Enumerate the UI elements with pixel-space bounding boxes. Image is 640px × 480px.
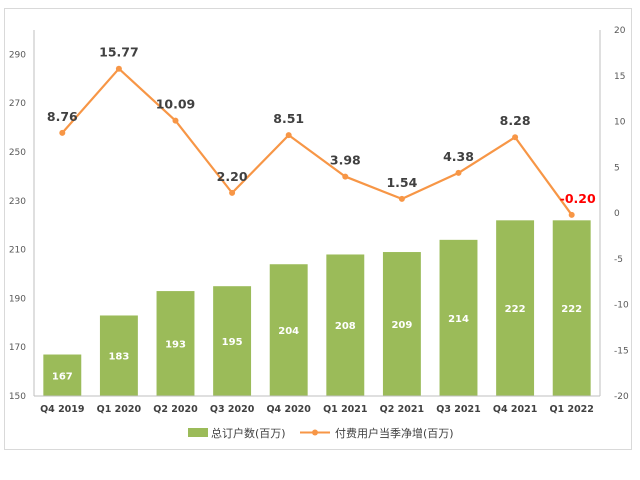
bar-value-label: 193 [165,340,186,351]
bar [43,354,82,396]
x-tick-label: Q1 2022 [549,404,593,415]
line-value-label: 2.20 [217,169,248,184]
legend-line-label: 付费用户当季净增(百万) [335,426,454,440]
bar-value-label: 222 [561,304,582,315]
bar [156,291,195,396]
line-value-label: 8.76 [47,109,78,124]
bar-value-label: 222 [505,304,526,315]
bar-value-label: 204 [278,326,299,337]
x-tick-label: Q3 2021 [436,404,480,415]
line-value-label: 10.09 [156,97,196,112]
line-value-label: 3.98 [330,153,361,168]
bar-value-label: 167 [52,371,73,382]
bar-value-label: 195 [222,337,243,348]
x-tick-label: Q3 2020 [210,404,255,415]
bar-value-label: 214 [448,314,469,325]
line-point [398,195,405,202]
legend-line-marker [312,429,318,436]
left-tick-label: 250 [9,148,26,158]
right-tick-label: -15 [614,346,629,356]
x-axis: Q4 2019 Q1 2020 Q2 2020 Q3 2020 Q4 2020 Q1 20… [34,395,600,415]
left-tick-label: 290 [9,50,26,60]
right-tick-label: -10 [614,301,629,311]
line-point [455,169,462,176]
line-point [59,129,66,136]
bar [439,239,478,396]
left-axis: 150 170 190 210 230 250 270 290 [9,30,35,402]
legend: 总订户数(百万) 付费用户当季净增(百万) [188,426,454,440]
x-tick-label: Q1 2021 [323,404,367,415]
left-tick-label: 230 [9,197,26,207]
line-point [342,173,349,180]
right-axis: -20 -15 -10 -5 0 5 10 15 20 [599,26,629,402]
x-tick-label: Q4 2021 [493,404,537,415]
bar [326,254,365,396]
right-tick-label: 5 [614,163,620,173]
right-tick-label: 0 [614,209,620,219]
bar [269,264,308,396]
x-tick-label: Q2 2020 [153,404,198,415]
right-tick-label: 20 [614,26,626,36]
bar-value-label: 183 [108,352,129,363]
line-point [285,132,292,139]
line-point [568,211,575,218]
bar-value-label: 208 [335,321,356,332]
left-tick-label: 190 [9,294,26,304]
line-point [512,134,519,141]
right-tick-label: 10 [614,118,626,128]
x-tick-label: Q2 2021 [380,404,424,415]
line-value-label: 4.38 [443,149,474,164]
left-tick-label: 150 [9,392,26,402]
line-value-label: 8.28 [500,113,531,128]
x-tick-label: Q4 2019 [40,404,84,415]
legend-bar-swatch [188,428,208,437]
left-tick-label: 170 [9,343,26,353]
legend-bar-label: 总订户数(百万) [211,426,286,440]
right-tick-label: -20 [614,392,629,402]
bar-value-label: 209 [391,320,412,331]
x-tick-label: Q4 2020 [266,404,311,415]
line-point [115,65,122,72]
right-tick-label: -5 [614,255,623,265]
bar [552,220,591,396]
left-tick-label: 210 [9,246,26,256]
line-path [61,67,573,216]
line-series: 8.76 15.77 10.09 2.20 8.51 3.98 1.54 4.38 8.28 -0… [47,45,596,218]
line-value-label: 15.77 [99,45,139,60]
line-value-label: 1.54 [386,175,417,190]
bar [99,315,138,396]
left-tick-label: 270 [9,99,26,109]
bar [382,252,421,396]
line-value-label: 8.51 [273,111,304,126]
line-value-label: -0.20 [560,191,596,206]
bar [213,286,252,396]
bar-series: 167 183 193 195 204 208 209 214 222 222 [43,220,591,396]
right-tick-label: 15 [614,72,625,82]
line-point [172,117,179,124]
bar [496,220,535,396]
x-tick-label: Q1 2020 [97,404,142,415]
line-point [229,189,236,196]
